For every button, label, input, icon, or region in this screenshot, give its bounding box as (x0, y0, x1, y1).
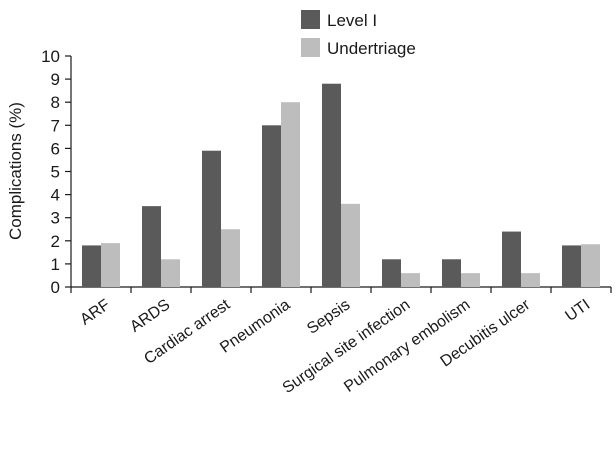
bar-level-i (262, 125, 281, 287)
bar-undertriage (281, 102, 300, 287)
y-tick-label: 10 (41, 47, 60, 66)
x-tick-label: ARDS (127, 296, 173, 335)
bar-level-i (202, 150, 221, 287)
bar-level-i (562, 245, 581, 287)
bar-undertriage (461, 273, 480, 287)
y-tick-label: 7 (51, 116, 60, 135)
bar-level-i (142, 206, 161, 287)
y-tick-label: 3 (51, 209, 60, 228)
bar-level-i (382, 259, 401, 287)
x-tick-label: Sepsis (304, 296, 353, 337)
bar-undertriage (221, 229, 240, 287)
y-tick-label: 8 (51, 93, 60, 112)
y-tick-label: 9 (51, 70, 60, 89)
y-tick-label: 1 (51, 255, 60, 274)
y-tick-label: 6 (51, 139, 60, 158)
legend-label: Undertriage (327, 39, 416, 58)
bar-undertriage (521, 273, 540, 287)
legend-swatch (301, 38, 320, 57)
y-axis-title: Complications (%) (6, 102, 25, 240)
bar-level-i (442, 259, 461, 287)
y-tick-label: 0 (51, 278, 60, 297)
bar-undertriage (341, 203, 360, 287)
bar-undertriage (161, 259, 180, 287)
bar-undertriage (101, 243, 120, 287)
bar-undertriage (401, 273, 420, 287)
x-tick-label: UTI (562, 296, 593, 325)
bar-level-i (82, 245, 101, 287)
x-tick-label: ARF (77, 296, 113, 328)
legend-swatch (301, 10, 320, 29)
bar-undertriage (581, 244, 600, 287)
bar-level-i (502, 231, 521, 287)
y-tick-label: 5 (51, 163, 60, 182)
legend-label: Level I (327, 11, 377, 30)
y-tick-label: 2 (51, 232, 60, 251)
y-tick-label: 4 (51, 186, 60, 205)
bar-level-i (322, 83, 341, 287)
